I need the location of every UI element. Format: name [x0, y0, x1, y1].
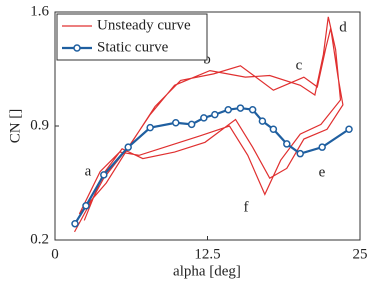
- annotation: d: [339, 19, 347, 35]
- legend-label: Static curve: [97, 39, 169, 55]
- y-tick-label: 0.2: [30, 231, 49, 247]
- marker: [211, 110, 219, 119]
- annotation: e: [319, 164, 326, 180]
- y-axis-label: CN []: [7, 109, 23, 144]
- marker: [146, 123, 154, 132]
- legend-marker: [73, 44, 81, 52]
- legend-label: Unsteady curve: [97, 17, 191, 33]
- x-tick-label: 12.5: [194, 246, 220, 262]
- annotation: f: [244, 199, 249, 215]
- annotation: a: [85, 163, 92, 179]
- marker: [100, 171, 108, 179]
- marker: [187, 120, 196, 129]
- marker: [71, 219, 79, 228]
- legend-box: [56, 13, 208, 61]
- marker: [345, 125, 353, 134]
- marker: [248, 105, 257, 114]
- marker: [269, 125, 278, 134]
- x-tick-label: 0: [51, 246, 59, 262]
- marker: [172, 118, 180, 127]
- x-axis-label: alpha [deg]: [173, 263, 241, 279]
- marker: [258, 117, 267, 125]
- y-tick-label: 1.6: [30, 3, 49, 19]
- annotation: c: [296, 57, 303, 73]
- marker: [283, 140, 291, 148]
- series-line: [73, 16, 344, 233]
- marker: [318, 143, 326, 151]
- marker: [236, 104, 245, 112]
- marker: [200, 114, 208, 122]
- marker: [82, 202, 90, 210]
- marker: [124, 143, 132, 151]
- y-tick-label: 0.9: [30, 117, 49, 133]
- marker: [296, 149, 304, 158]
- series-line: [74, 106, 350, 225]
- x-tick-label: 25: [353, 246, 367, 262]
- marker: [224, 105, 232, 114]
